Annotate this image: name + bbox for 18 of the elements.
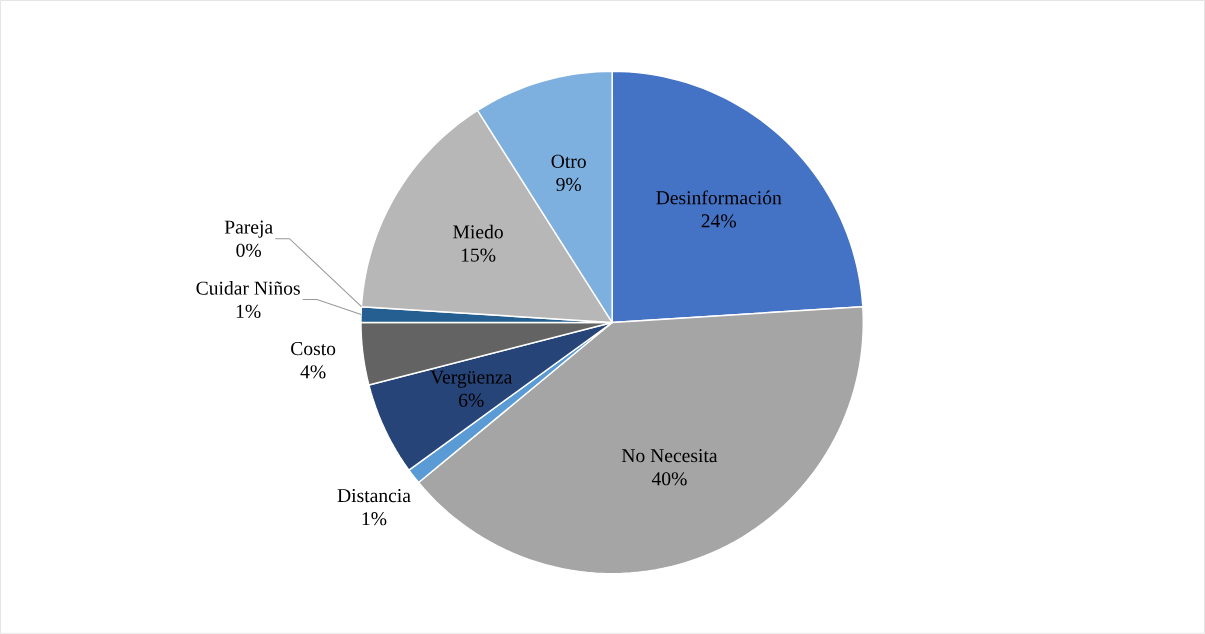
slice-label: Otro bbox=[551, 154, 586, 169]
data-label: 1% bbox=[236, 304, 261, 319]
data-label: 4% bbox=[300, 365, 326, 379]
data-label: 9% bbox=[556, 177, 582, 192]
text: 0% bbox=[236, 243, 262, 257]
slice-label: Distancia bbox=[337, 489, 411, 503]
slice-label: Miedo bbox=[453, 224, 503, 239]
slice-label: Vergüenza bbox=[430, 370, 513, 388]
data-label: 1% bbox=[362, 512, 387, 526]
slice-label: Desinformación bbox=[656, 190, 782, 205]
data-label: 15% bbox=[461, 248, 496, 262]
data-label: 40% bbox=[651, 472, 687, 486]
data-label: 24% bbox=[701, 214, 736, 228]
slice-label: Costo bbox=[291, 342, 336, 356]
data-label: 6% bbox=[459, 393, 484, 407]
slice-label: No Necesita bbox=[621, 449, 718, 463]
slice-label: Cuidar Niños bbox=[196, 281, 300, 295]
category-label: Pareja bbox=[224, 220, 273, 238]
